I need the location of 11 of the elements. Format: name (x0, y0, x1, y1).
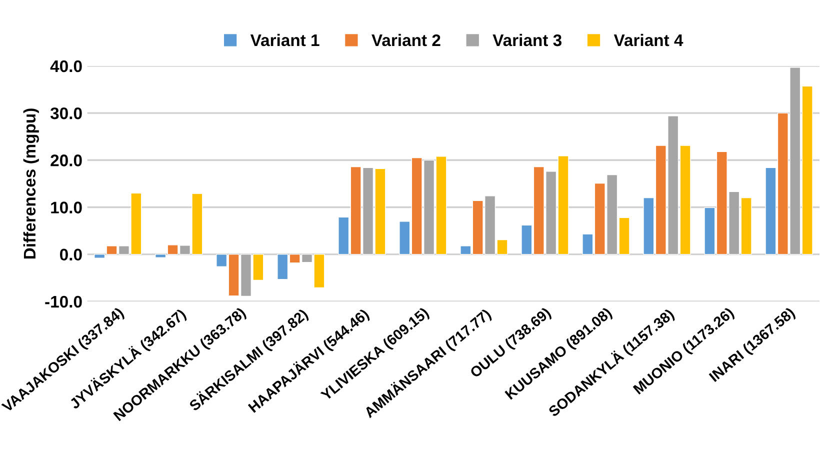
legend-label: Variant 1 (250, 34, 320, 46)
legend-label: Variant 2 (372, 34, 440, 46)
y-tick-label: 10.0 (51, 202, 82, 214)
y-tick-label: -10.0 (45, 296, 82, 308)
y-tick-label: 0.0 (60, 248, 82, 261)
y-tick-label: 40.0 (50, 60, 82, 72)
legend-label: Variant 4 (614, 34, 684, 46)
y-axis-title: Differences (mgpu) (23, 108, 39, 259)
legend-label: Variant 3 (492, 34, 562, 46)
y-tick-label: 20.0 (50, 154, 82, 166)
y-tick-label: 30.0 (50, 107, 82, 120)
